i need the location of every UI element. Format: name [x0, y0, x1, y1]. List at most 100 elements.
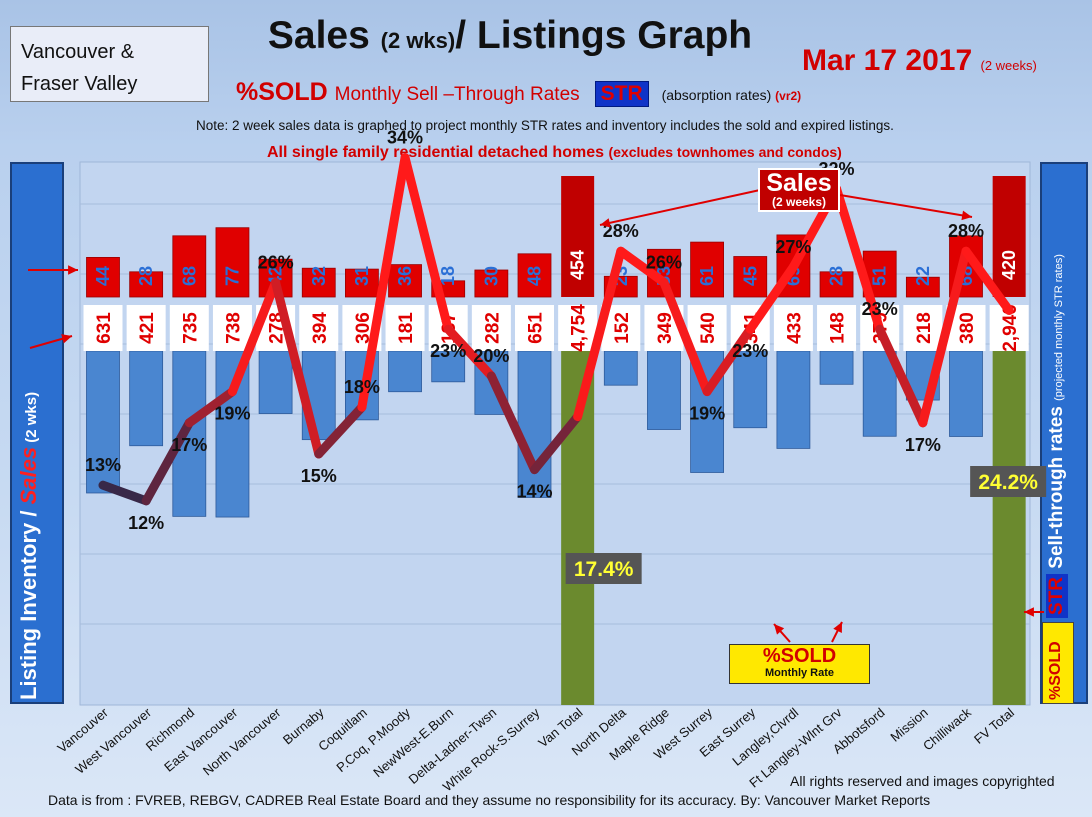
sales-value-label: 420 [999, 250, 1019, 280]
str-line-segment [745, 262, 798, 334]
sales-callout-sub: (2 weeks) [771, 195, 827, 209]
str-value-label: 23% [862, 299, 898, 319]
str-value-label: 23% [430, 341, 466, 361]
inventory-label-cell [385, 305, 425, 351]
sales-value-label: 31 [352, 266, 372, 286]
str-line-segment [400, 153, 453, 334]
sf-excludes: (excludes townhomes and condos) [608, 144, 842, 160]
str-value-label: 28% [603, 221, 639, 241]
property-type-title: All single family residential detached h… [267, 144, 842, 162]
note-text: Note: 2 week sales data is graphed to pr… [196, 118, 894, 133]
str-line-segment [443, 324, 496, 381]
chart-title: Sales (2 wks)/ Listings Graph [0, 14, 1020, 58]
sales-bar [733, 256, 768, 298]
str-line-segment [702, 324, 755, 397]
sales-value-label: 36 [395, 266, 415, 286]
str-line-segment [616, 246, 669, 287]
inventory-value-label: 148 [828, 312, 849, 344]
inventory-bar [819, 350, 854, 385]
left-axis-banner [10, 162, 64, 704]
sold-vertical-box [1042, 622, 1074, 704]
inventory-bar [172, 350, 207, 517]
sales-bar [344, 268, 379, 298]
sales-bar [517, 253, 552, 298]
str-line-segment [875, 324, 928, 428]
sf-title-text: All single family residential detached h… [267, 144, 604, 161]
str-value-label: 19% [214, 404, 250, 424]
inventory-value-label: 651 [526, 312, 547, 344]
sales-value-label: 28 [827, 266, 847, 286]
sales-callout-arrow-left [599, 189, 761, 226]
inventory-label-cell [471, 305, 511, 351]
sales-value-label: 30 [481, 266, 501, 286]
category-label: P.Coq, P.Moody [333, 704, 413, 775]
inventory-bar [517, 350, 552, 498]
str-line-segment [357, 153, 410, 412]
region-label-box: Vancouver & Fraser Valley [10, 26, 209, 102]
inventory-label-cell [83, 305, 123, 351]
inventory-bar [258, 350, 293, 414]
source-text: Data is from : FVREB, REBGV, CADREB Real… [48, 792, 931, 808]
inventory-bar [949, 350, 983, 437]
sales-callout: Sales (2 weeks) [758, 168, 840, 212]
inventory-value-label: 4,754 [569, 304, 590, 352]
inventory-value-label: 2,940 [1000, 304, 1021, 352]
str-value-label: 12% [128, 513, 164, 533]
title-part-a: Sales [267, 14, 381, 57]
str-total-label: 17.4% [574, 558, 634, 581]
sales-value-label: 61 [697, 266, 717, 286]
subtitle-pct: %SOLD [236, 78, 328, 106]
inventory-bar [776, 350, 811, 449]
inventory-value-label: 735 [180, 312, 201, 344]
str-pointer-arrow-head [1024, 607, 1034, 617]
sales-value-label: 68 [179, 266, 199, 286]
sales-callout-main: Sales [766, 169, 832, 197]
str-value-label: 23% [732, 341, 768, 361]
str-total-label: 24.2% [978, 471, 1038, 494]
inventory-bar [388, 350, 422, 393]
total-sales-bar [561, 176, 595, 297]
str-value-label: 13% [85, 455, 121, 475]
sales-bar [301, 267, 336, 298]
copyright-text: All rights reserved and images copyright… [790, 773, 1055, 789]
str-line-segment [832, 184, 885, 334]
title-part-c: / Listings Graph [455, 14, 753, 57]
sales-value-label: 18 [438, 266, 458, 286]
str-total-label-bg [565, 553, 642, 584]
sales-value-label: 48 [525, 266, 545, 286]
inventory-value-label: 181 [396, 312, 417, 344]
str-value-label: 34% [387, 128, 423, 148]
str-value-label: 26% [258, 252, 294, 272]
absorption-text: (absorption rates) [661, 87, 772, 103]
date-text: Mar 17 2017 [802, 44, 973, 77]
sales-value-label: 454 [568, 250, 588, 280]
sales-bar [129, 271, 164, 298]
str-value-label: 17% [905, 435, 941, 455]
sold-rate-main: %SOLD [762, 645, 837, 667]
sold-box-arrow-right-head [833, 622, 842, 633]
str-badge: STR [594, 81, 649, 107]
subtitle-rest: Monthly Sell –Through Rates [334, 84, 580, 105]
str-value-label: 28% [948, 221, 984, 241]
sold-rate-sub: Monthly Rate [764, 667, 835, 679]
str-line-segment [227, 277, 281, 397]
inventory-value-label: 218 [914, 312, 935, 344]
sales-value-label: 22 [913, 266, 933, 286]
inventory-bar [603, 350, 638, 386]
inventory-label-cell [515, 305, 554, 351]
sales-value-label: 44 [93, 266, 113, 286]
str-line-segment [271, 277, 324, 459]
inventory-bar [215, 350, 250, 518]
total-inventory-bar [992, 351, 1026, 705]
inventory-bar [862, 350, 897, 437]
inventory-label-cell [558, 305, 598, 351]
region-line-2: Fraser Valley [21, 73, 138, 95]
str-value-label: 14% [516, 482, 552, 502]
inventory-value-label: 306 [353, 312, 374, 344]
inventory-value-label: 540 [698, 312, 719, 344]
sales-value-label: 42 [266, 266, 286, 286]
title-part-b: (2 wks) [380, 28, 456, 53]
sales-bar [215, 227, 250, 298]
inventory-bar [129, 350, 164, 447]
